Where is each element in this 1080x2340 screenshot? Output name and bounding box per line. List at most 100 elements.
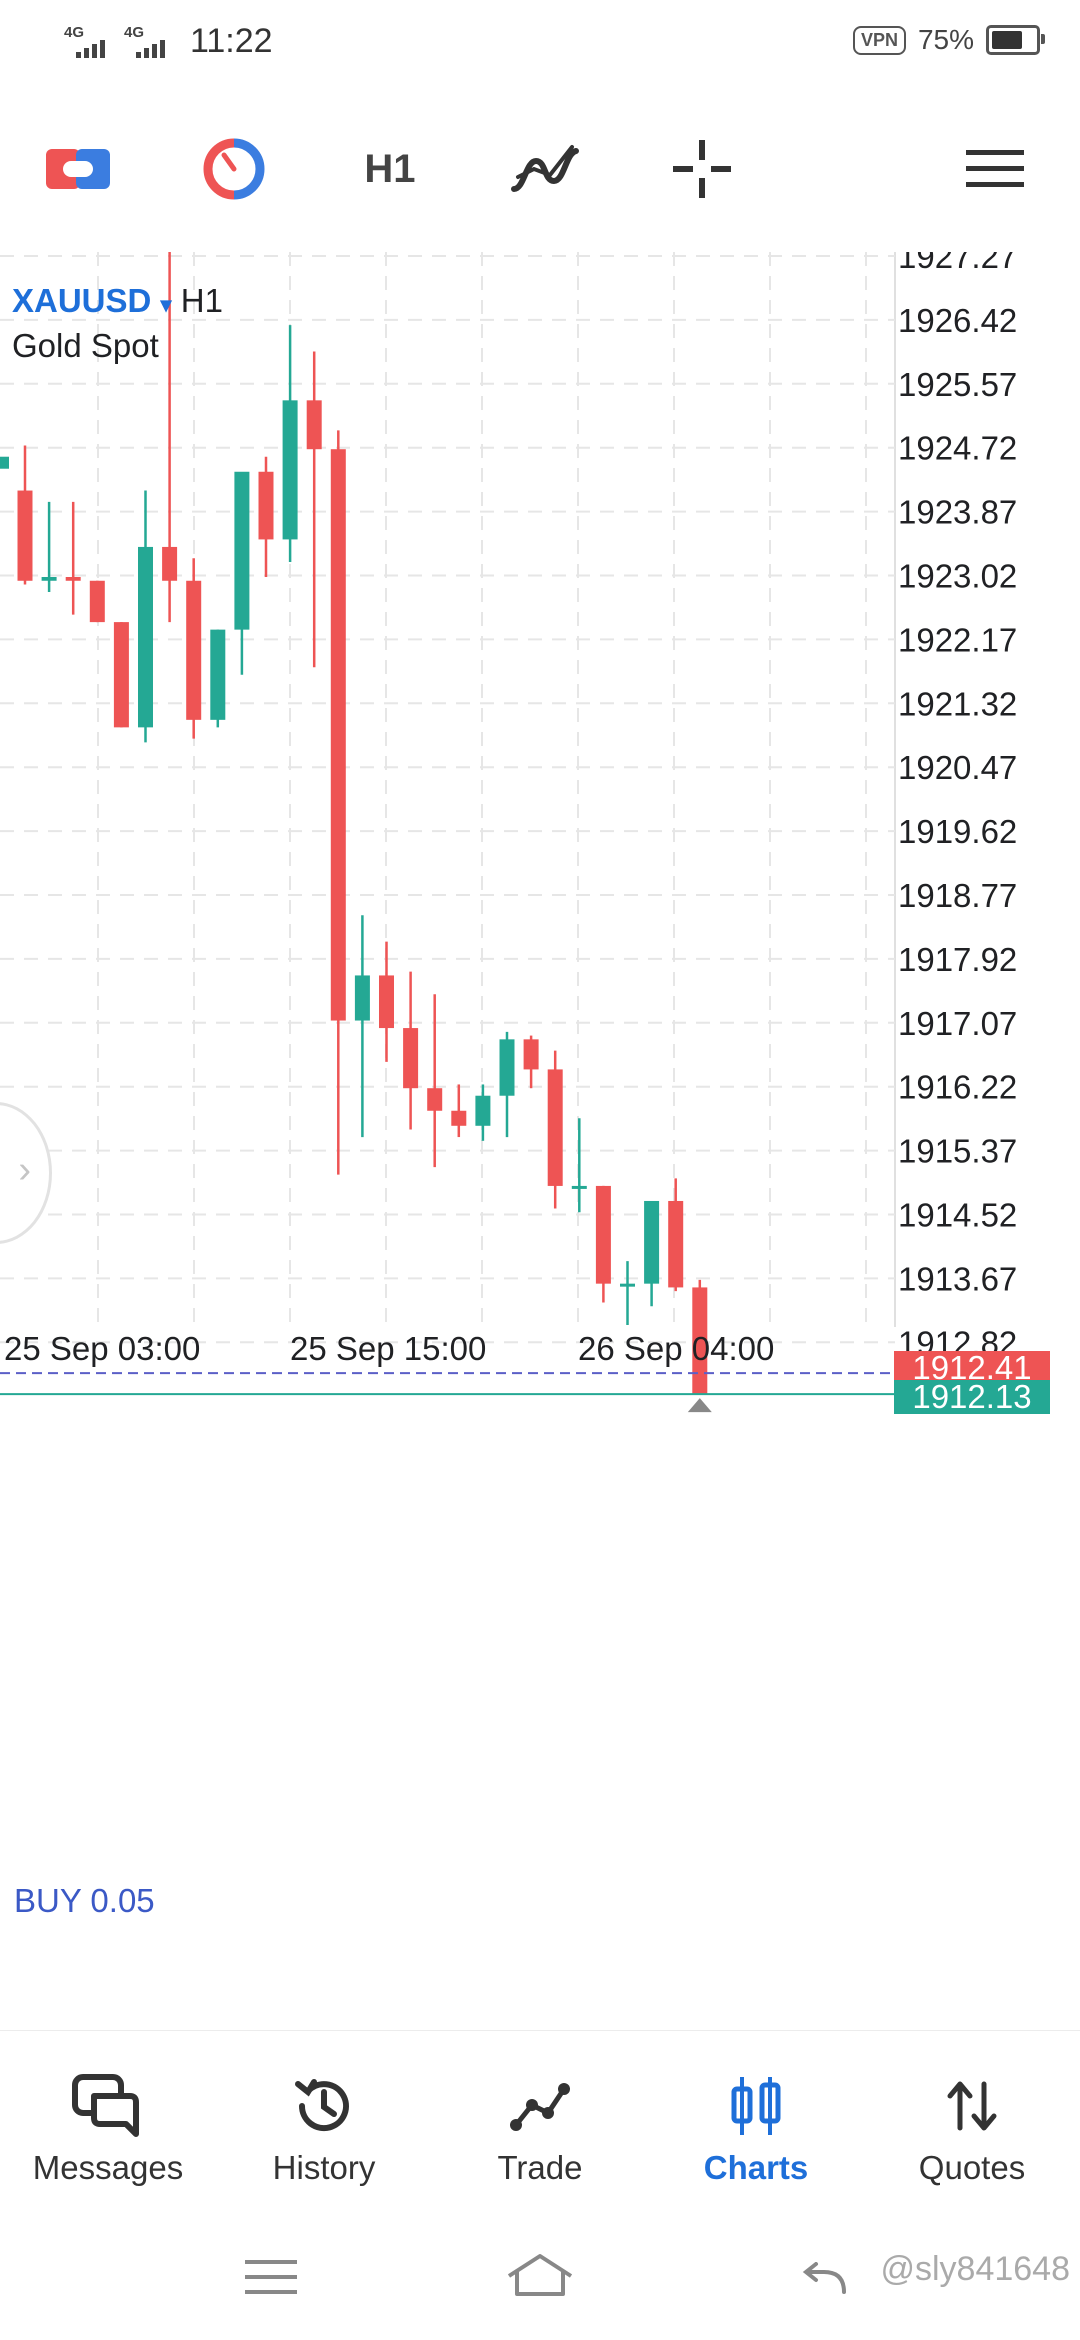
indicators-icon[interactable] (505, 134, 585, 204)
bid-price-tag: 1912.13 (894, 1380, 1050, 1415)
network-type: 4G (124, 23, 145, 41)
clock: 11:22 (190, 22, 273, 60)
home-icon[interactable] (505, 2252, 575, 2298)
candle-body (330, 449, 346, 1021)
back-icon[interactable] (800, 2262, 848, 2298)
battery-icon (986, 25, 1045, 55)
x-tick-label: 25 Sep 03:00 (4, 1330, 200, 1367)
trade-icon (500, 2071, 580, 2141)
y-tick-label: 1917.07 (898, 1005, 1017, 1042)
candle-body (306, 400, 322, 450)
one-click-trading-icon[interactable] (194, 134, 274, 204)
nav-charts[interactable]: Charts (648, 2031, 864, 2211)
candle-body (17, 490, 33, 581)
network-type: 4G (64, 23, 85, 41)
nav-label: History (272, 2149, 376, 2186)
history-icon (284, 2071, 364, 2141)
y-tick-label: 1922.17 (898, 621, 1017, 658)
candle-body (65, 577, 81, 581)
timeframe-button[interactable]: H1 (350, 134, 430, 204)
status-bar: 4G 4G 11:22 VPN 75% (0, 0, 1080, 84)
system-navigation (0, 2210, 1080, 2340)
candle-body (354, 975, 370, 1021)
candle-body (668, 1200, 684, 1288)
symbol-timeframe: H1 (180, 282, 223, 319)
candle-body (403, 1028, 419, 1089)
candle-body (547, 1069, 563, 1186)
watermark: @sly841648 (880, 2250, 1070, 2288)
candle-body (162, 546, 178, 581)
candle-body (620, 1283, 635, 1287)
current-price-marker (687, 1398, 712, 1413)
y-tick-label: 1925.57 (898, 366, 1017, 403)
nav-label: Trade (497, 2149, 583, 2186)
x-tick-label: 25 Sep 15:00 (290, 1330, 486, 1367)
y-tick-label: 1914.52 (898, 1197, 1017, 1234)
candle-body (186, 580, 202, 720)
candle-body (113, 622, 129, 728)
chart-toolbar: H1 (0, 110, 1080, 226)
timeframe-label: H1 (364, 146, 416, 191)
candle-body (475, 1095, 491, 1126)
recents-icon[interactable] (245, 2258, 297, 2296)
nav-history[interactable]: History (216, 2031, 432, 2211)
crosshair-icon[interactable] (662, 134, 742, 204)
nav-messages[interactable]: Messages (0, 2031, 216, 2211)
candle-body (282, 400, 298, 540)
y-tick-label: 1923.02 (898, 558, 1017, 595)
y-tick-label: 1916.22 (898, 1069, 1017, 1106)
candlestick-chart[interactable]: 1927.27 1926.42 1925.57 1924.72 1923.87 1923.… (0, 252, 1080, 2022)
charts-icon (716, 2071, 796, 2141)
symbol-description: Gold Spot (12, 327, 159, 364)
candle-body (234, 471, 250, 630)
y-tick-label: 1917.92 (898, 941, 1017, 978)
vpn-badge: VPN (852, 25, 906, 55)
x-tick-label: 26 Sep 04:00 (578, 1330, 774, 1367)
candle-body (379, 975, 394, 1029)
ask-price-tag: 1912.41 (894, 1351, 1050, 1386)
candle-body (644, 1200, 660, 1284)
symbol-selector[interactable]: XAUUSD ▾ H1 (12, 282, 223, 320)
y-tick-label: 1924.72 (898, 430, 1017, 467)
signal-icon-sim1: 4G (64, 24, 116, 60)
chevron-down-icon: ▾ (160, 292, 172, 317)
nav-label: Charts (703, 2149, 809, 2186)
y-tick-label: 1927.27 (898, 252, 1017, 275)
y-tick-label: 1926.42 (898, 302, 1017, 339)
y-tick-label: 1919.62 (898, 813, 1017, 850)
candle-body (0, 456, 9, 469)
nav-quotes[interactable]: Quotes (864, 2031, 1080, 2211)
candle-body (451, 1110, 467, 1126)
y-tick-label: 1915.37 (898, 1133, 1017, 1170)
candle-body (595, 1185, 611, 1284)
signal-icon-sim2: 4G (124, 24, 176, 60)
candle-body (138, 546, 153, 728)
nav-trade[interactable]: Trade (432, 2031, 648, 2211)
y-tick-label: 1913.67 (898, 1260, 1017, 1297)
y-tick-label: 1923.87 (898, 494, 1017, 531)
status-left: 4G 4G 11:22 (64, 22, 273, 61)
candle-body (523, 1039, 539, 1070)
candle-body (499, 1039, 515, 1096)
candle-body (427, 1088, 443, 1111)
menu-icon[interactable] (955, 134, 1035, 204)
candle-body (41, 577, 57, 581)
trade-position-icon[interactable] (38, 134, 118, 204)
y-tick-label: 1921.32 (898, 685, 1017, 722)
messages-icon (68, 2071, 148, 2141)
candle-body (89, 580, 105, 623)
status-right: VPN 75% (852, 24, 1045, 56)
nav-label: Quotes (918, 2149, 1026, 2186)
candle-body (571, 1185, 587, 1189)
nav-label: Messages (32, 2149, 184, 2186)
buy-order-label[interactable]: BUY 0.05 (14, 1882, 155, 1919)
candle-body (210, 629, 226, 720)
symbol-name: XAUUSD (12, 282, 152, 319)
candle-body (692, 1287, 708, 1395)
price-chart[interactable]: 1927.27 1926.42 1925.57 1924.72 1923.87 1923.… (0, 252, 1080, 2022)
y-tick-label: 1920.47 (898, 749, 1017, 786)
battery-percent: 75% (917, 24, 974, 55)
quotes-icon (932, 2071, 1012, 2141)
candle-body (258, 471, 274, 540)
y-tick-label: 1918.77 (898, 877, 1017, 914)
